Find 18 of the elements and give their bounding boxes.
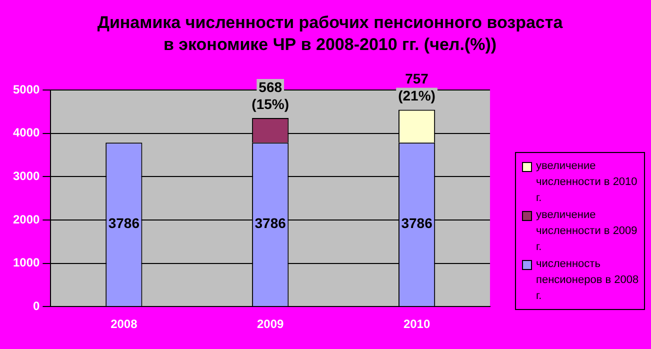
y-tick-label: 4000 (12, 126, 40, 140)
data-label: 3786 (401, 215, 433, 232)
legend-label: численность пенсионеров в 2008 г. (536, 257, 640, 304)
x-tick-label: 2008 (110, 317, 138, 332)
y-tick-label: 1000 (12, 256, 40, 270)
legend-label: увеличение численности в 2010 г. (536, 159, 638, 206)
y-tick-label: 0 (33, 298, 40, 313)
x-tick-label: 2010 (403, 317, 430, 332)
data-label: 3786 (254, 215, 286, 232)
data-label: 757 (21%) (398, 70, 436, 104)
data-label: 3786 (108, 215, 140, 232)
legend-label: увеличение численности в 2009 г. (536, 208, 638, 255)
x-tick-label: 2009 (256, 317, 284, 332)
data-label: 568 (15%) (252, 78, 290, 112)
y-tick-label: 3000 (12, 168, 40, 183)
y-tick-label: 2000 (12, 212, 40, 226)
y-tick-label: 5000 (12, 82, 40, 96)
chart-title: Динамика численности рабочих пенсионного возраста в экономике ЧР в 2008-2010 гг. (чел.(%)) (96, 12, 564, 56)
